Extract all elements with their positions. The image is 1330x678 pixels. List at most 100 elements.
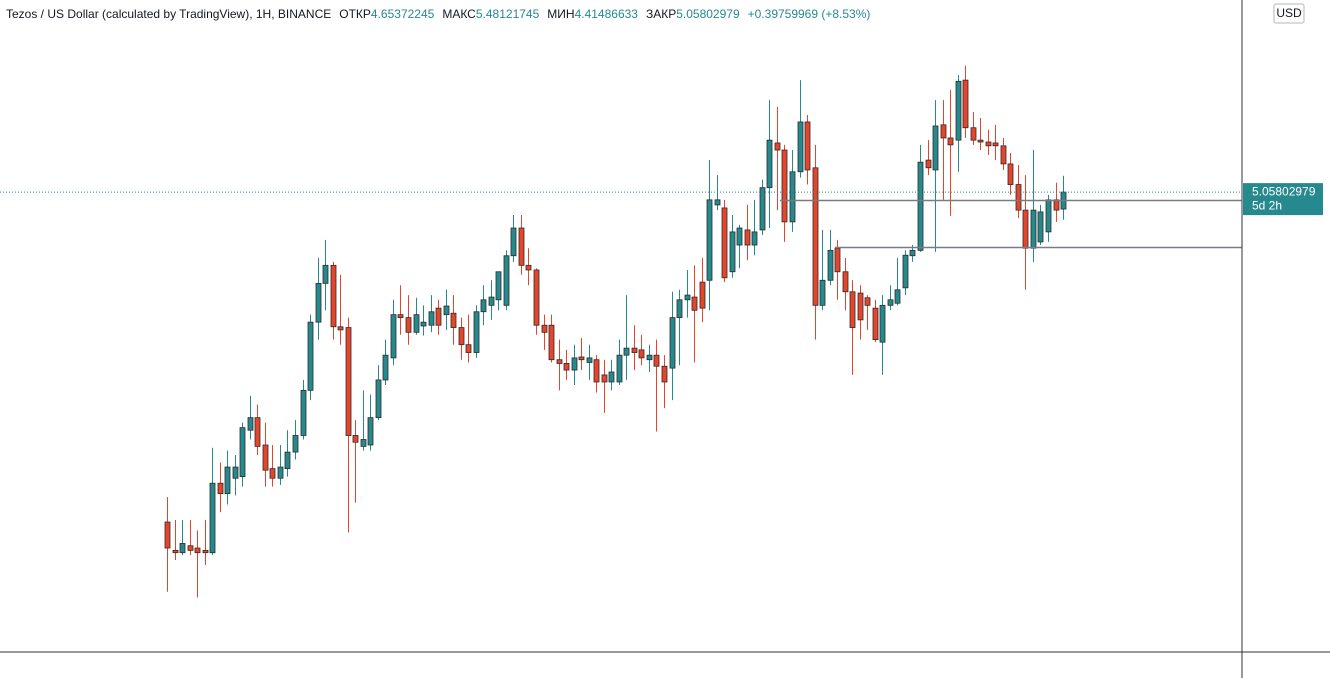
candle-body <box>269 468 276 479</box>
candle-body <box>488 296 495 306</box>
candle-body <box>420 321 427 327</box>
candle-body <box>345 327 352 436</box>
candle-body <box>744 229 751 246</box>
candle-body <box>450 312 457 328</box>
candle-body <box>812 167 819 306</box>
candle-body <box>1022 209 1029 249</box>
candle-body <box>533 269 540 326</box>
high-label: МАКС <box>442 7 476 21</box>
candle-body <box>179 543 186 554</box>
candle-body <box>797 121 804 173</box>
chart-title: Tezos / US Dollar (calculated by Trading… <box>6 7 331 21</box>
candle-body <box>375 379 382 419</box>
candle-body <box>337 326 344 331</box>
candle-body <box>827 249 834 281</box>
candle-body <box>879 304 886 343</box>
candle-body <box>1007 163 1014 185</box>
candle-body <box>669 317 676 369</box>
candle-body <box>510 227 517 257</box>
candle-body <box>518 227 525 266</box>
candle-body <box>480 299 487 313</box>
candle-body <box>714 199 721 206</box>
candle-body <box>194 547 201 554</box>
candle-body <box>239 427 246 478</box>
candle-body <box>307 321 314 391</box>
candle-body <box>556 359 563 364</box>
candle-body <box>759 187 766 231</box>
candle-body <box>1015 184 1022 211</box>
candle-body <box>804 121 811 171</box>
candle-body <box>684 294 691 301</box>
open-value: 4.65372245 <box>371 7 435 21</box>
candle-body <box>623 347 630 356</box>
candle-body <box>292 435 299 453</box>
candle-body <box>330 264 337 328</box>
candle-body <box>992 142 999 147</box>
candle-body <box>736 227 743 246</box>
currency[interactable]: USD <box>1276 6 1302 20</box>
candle-body <box>646 354 653 361</box>
candle-body <box>781 149 788 223</box>
candle-body <box>932 125 939 171</box>
candle-body <box>254 417 261 447</box>
candle-body <box>857 292 864 321</box>
candle-body <box>691 296 698 311</box>
candle-body <box>608 371 615 383</box>
last-price-box <box>1243 183 1323 216</box>
candle-body <box>458 327 465 346</box>
open-label: ОТКР <box>339 7 371 21</box>
candle-body <box>653 354 660 367</box>
candle-body <box>864 297 871 306</box>
high-value: 5.48121745 <box>476 7 540 21</box>
candle-body <box>352 435 359 443</box>
candle-body <box>300 389 307 436</box>
low-label: МИН <box>547 7 574 21</box>
candle-body <box>766 139 773 189</box>
candle-body <box>413 314 420 333</box>
candle-body <box>593 359 600 383</box>
candle-body <box>495 271 502 301</box>
candle-body <box>435 307 442 326</box>
candle-body <box>202 549 209 554</box>
candle-body <box>367 417 374 446</box>
candle-body <box>578 356 585 361</box>
candle-body <box>1053 199 1060 211</box>
candle-body <box>834 247 841 273</box>
candle-body <box>563 363 570 371</box>
currency-box[interactable] <box>1273 3 1305 24</box>
candle-body <box>789 171 796 223</box>
candle-body <box>277 466 284 479</box>
candle-body <box>751 231 758 246</box>
candle-body <box>849 291 856 328</box>
chart-header: Tezos / US Dollar (calculated by Trading… <box>6 7 870 21</box>
candle-body <box>962 79 969 129</box>
candle-body <box>232 466 239 479</box>
candle-body <box>699 281 706 309</box>
candle-body <box>985 141 992 147</box>
candle-body <box>548 324 555 361</box>
candle-body <box>390 314 397 359</box>
candle-body <box>977 139 984 143</box>
candle-body <box>894 289 901 304</box>
candle-body <box>360 439 367 447</box>
candle-body <box>405 317 412 333</box>
candle-body <box>729 231 736 273</box>
candle-body <box>601 374 608 383</box>
candle-body <box>224 466 231 494</box>
candle-body <box>706 199 713 281</box>
low-value: 4.41486633 <box>575 7 639 21</box>
candle-body <box>947 137 954 146</box>
candle-body <box>164 521 171 549</box>
candle-body <box>872 307 879 341</box>
candle-body <box>819 279 826 306</box>
candle-body <box>909 249 916 257</box>
candle-body <box>465 344 472 353</box>
candle-body <box>842 271 849 293</box>
candle-body <box>902 254 909 289</box>
countdown: 5d 2h <box>1252 198 1282 212</box>
candle-body <box>382 354 389 381</box>
